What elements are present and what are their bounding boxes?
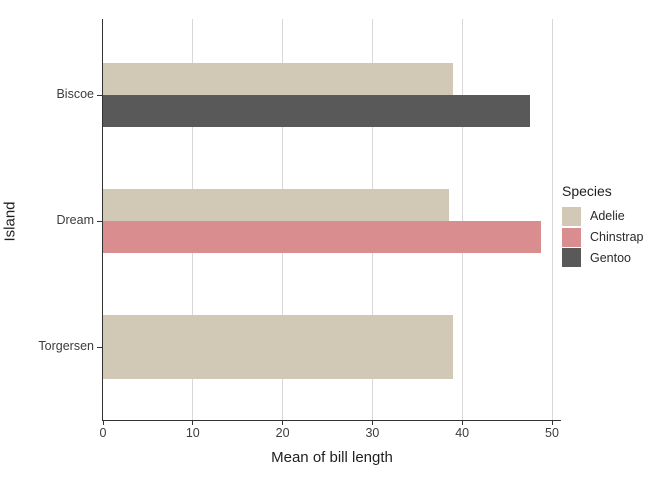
- x-tick-label-0: 0: [99, 426, 107, 440]
- legend: Species Adelie Chinstrap Gentoo: [562, 183, 644, 269]
- legend-item-chinstrap: Chinstrap: [562, 227, 644, 248]
- x-tick-mark-0: [102, 421, 104, 425]
- legend-title: Species: [562, 183, 612, 199]
- x-tick-mark-30: [371, 421, 373, 425]
- x-tick-label-10: 10: [185, 426, 200, 440]
- legend-swatch-gentoo: [562, 248, 581, 268]
- y-tick-label-biscoe: Biscoe: [56, 87, 94, 101]
- x-tick-label-40: 40: [455, 426, 470, 440]
- x-tick-mark-20: [282, 421, 284, 425]
- x-tick-label-50: 50: [545, 426, 559, 440]
- legend-items: Adelie Chinstrap Gentoo: [562, 206, 644, 269]
- bar-biscoe-gentoo: [103, 95, 530, 127]
- bar-biscoe-adelie: [103, 63, 454, 95]
- legend-label-gentoo: Gentoo: [590, 250, 632, 265]
- x-tick-label-30: 30: [365, 426, 380, 440]
- plot-panel: [102, 19, 561, 421]
- x-tick-mark-40: [461, 421, 463, 425]
- legend-label-adelie: Adelie: [590, 209, 625, 223]
- x-tick-label-20: 20: [275, 426, 290, 440]
- y-tick-mark-torgersen: [97, 347, 102, 348]
- y-tick-label-dream: Dream: [56, 213, 94, 227]
- legend-swatch-adelie: [562, 206, 581, 226]
- x-axis-title: Mean of bill length: [271, 449, 393, 466]
- y-tick-mark-dream: [97, 221, 102, 222]
- y-axis-title: Island: [1, 201, 19, 242]
- legend-swatch-chinstrap: [562, 227, 581, 247]
- x-tick-mark-10: [192, 421, 194, 425]
- legend-label-chinstrap: Chinstrap: [590, 229, 644, 244]
- legend-item-adelie: Adelie: [562, 206, 625, 227]
- gridline-x-40: [461, 19, 463, 420]
- gridline-x-50: [551, 19, 553, 420]
- y-tick-mark-biscoe: [97, 95, 102, 96]
- bar-dream-chinstrap: [103, 221, 542, 253]
- bar-torgersen-adelie: [103, 315, 453, 379]
- legend-item-gentoo: Gentoo: [562, 248, 631, 269]
- y-tick-label-torgersen: Torgersen: [38, 339, 94, 353]
- bar-dream-adelie: [103, 189, 449, 221]
- x-tick-mark-50: [551, 421, 553, 425]
